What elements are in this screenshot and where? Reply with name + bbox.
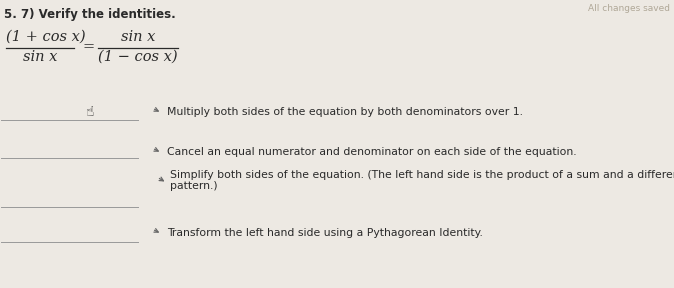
Text: Transform the left hand side using a Pythagorean Identity.: Transform the left hand side using a Pyt… [167, 228, 483, 238]
Text: (1 − cos x): (1 − cos x) [98, 50, 178, 64]
Text: pattern.): pattern.) [170, 181, 218, 191]
Text: Simplify both sides of the equation. (The left hand side is the product of a sum: Simplify both sides of the equation. (Th… [170, 170, 674, 180]
Text: =: = [82, 40, 94, 54]
Text: Multiply both sides of the equation by both denominators over 1.: Multiply both sides of the equation by b… [167, 107, 523, 117]
Text: (1 + cos x): (1 + cos x) [6, 30, 86, 44]
Text: 5. 7) Verify the identities.: 5. 7) Verify the identities. [4, 8, 176, 21]
Text: All changes saved: All changes saved [588, 4, 670, 13]
Text: ☝: ☝ [86, 105, 94, 119]
Text: sin x: sin x [121, 30, 155, 44]
Text: Cancel an equal numerator and denominator on each side of the equation.: Cancel an equal numerator and denominato… [167, 147, 577, 157]
Text: sin x: sin x [23, 50, 57, 64]
